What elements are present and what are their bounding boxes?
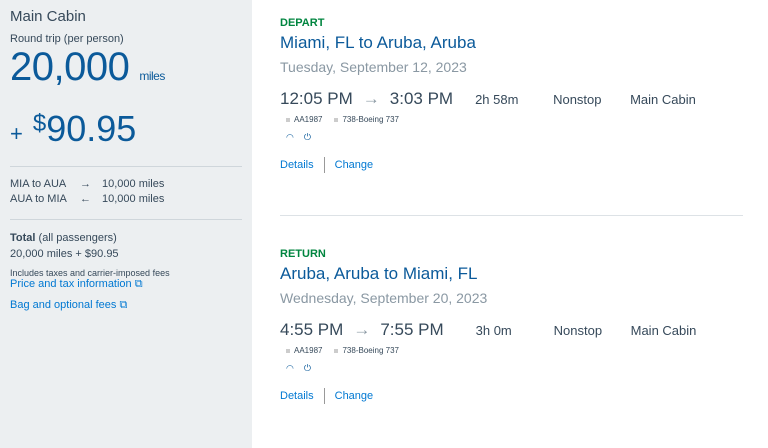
flight-number: AA1987 — [294, 346, 323, 355]
depart-time: 4:55 PM — [280, 320, 344, 339]
flight-list: DEPART Miami, FL to Aruba, Aruba Tuesday… — [280, 0, 743, 404]
cash-price: + $90.95 — [10, 104, 242, 154]
miles-value: 20,000 — [10, 45, 130, 89]
change-link[interactable]: Change — [334, 390, 374, 402]
leg-row: MIA to AUA → 10,000 miles — [10, 177, 242, 192]
external-link-icon: ⧉ — [134, 278, 143, 290]
leg-row: AUA to MIA ← 10,000 miles — [10, 192, 242, 207]
plus-sign: + — [10, 121, 23, 146]
flight-label: DEPART — [280, 17, 325, 29]
stops: Nonstop — [553, 323, 603, 338]
depart-flight: DEPART Miami, FL to Aruba, Aruba Tuesday… — [280, 17, 743, 173]
leg-route: MIA to AUA — [10, 178, 67, 190]
separator — [323, 157, 325, 173]
flight-meta: AA1987 738-Boeing 737 — [280, 115, 743, 124]
divider — [10, 166, 242, 167]
cabin-title: Main Cabin — [10, 8, 86, 25]
bag-fees-link-label: Bag and optional fees — [10, 299, 117, 311]
arrow-right-icon: → — [353, 320, 371, 339]
cabin: Main Cabin — [630, 323, 697, 338]
wifi-icon: ◠ — [286, 132, 294, 142]
aircraft: 738-Boeing 737 — [342, 115, 399, 124]
total-label: Total (all passengers) — [10, 230, 242, 246]
return-flight: RETURN Aruba, Aruba to Miami, FL Wednesd… — [280, 248, 743, 404]
total-note: (all passengers) — [38, 232, 117, 244]
miles-price: 20,000 miles — [10, 47, 242, 96]
flight-times: 4:55 PM → 7:55 PM 3h 0m Nonstop Main Cab… — [280, 320, 743, 340]
power-plug-icon: ⏻ — [303, 363, 311, 373]
price-tax-link-label: Price and tax information — [10, 278, 132, 290]
currency-symbol: $ — [32, 110, 47, 137]
flight-label: RETURN — [280, 248, 326, 260]
fees-note: Includes taxes and carrier-imposed fees — [10, 268, 170, 278]
duration: 3h 0m — [475, 323, 512, 338]
total-value: 20,000 miles + $90.95 — [10, 248, 119, 260]
leg-route: AUA to MIA — [10, 193, 67, 205]
divider — [10, 219, 242, 220]
flight-date: Tuesday, September 12, 2023 — [280, 59, 467, 75]
flight-times: 12:05 PM → 3:03 PM 2h 58m Nonstop Main C… — [280, 89, 743, 109]
external-link-icon: ⧉ — [119, 299, 128, 311]
trip-summary-panel: Main Cabin Round trip (per person) 20,00… — [0, 0, 252, 448]
arrow-right-icon: → — [80, 178, 91, 190]
leg-miles: 10,000 miles — [102, 193, 165, 205]
flight-route: Miami, FL to Aruba, Aruba — [280, 33, 476, 52]
flight-meta: AA1987 738-Boeing 737 — [280, 346, 743, 355]
flight-date: Wednesday, September 20, 2023 — [280, 290, 488, 306]
flight-number: AA1987 — [294, 115, 323, 124]
details-link[interactable]: Details — [280, 159, 314, 171]
aircraft: 738-Boeing 737 — [342, 346, 399, 355]
details-link[interactable]: Details — [280, 390, 314, 402]
leg-miles: 10,000 miles — [102, 178, 165, 190]
flight-route: Aruba, Aruba to Miami, FL — [280, 264, 478, 283]
arrive-time: 3:03 PM — [389, 89, 454, 108]
divider — [280, 215, 743, 216]
separator — [323, 388, 325, 404]
wifi-icon: ◠ — [286, 363, 294, 373]
power-plug-icon: ⏻ — [303, 132, 311, 142]
depart-time: 12:05 PM — [280, 89, 353, 108]
cabin: Main Cabin — [630, 92, 696, 107]
change-link[interactable]: Change — [334, 159, 374, 171]
cash-value: 90.95 — [46, 108, 137, 149]
price-tax-link[interactable]: Price and tax information ⧉ — [10, 278, 242, 291]
total-heading: Total — [10, 232, 36, 244]
stops: Nonstop — [553, 92, 602, 107]
bag-fees-link[interactable]: Bag and optional fees ⧉ — [10, 299, 242, 312]
arrow-left-icon: ← — [80, 193, 91, 205]
arrow-right-icon: → — [362, 89, 380, 108]
duration: 2h 58m — [475, 92, 519, 107]
arrive-time: 7:55 PM — [380, 320, 444, 339]
trip-type: Round trip (per person) — [10, 33, 124, 45]
miles-unit: miles — [139, 69, 165, 83]
